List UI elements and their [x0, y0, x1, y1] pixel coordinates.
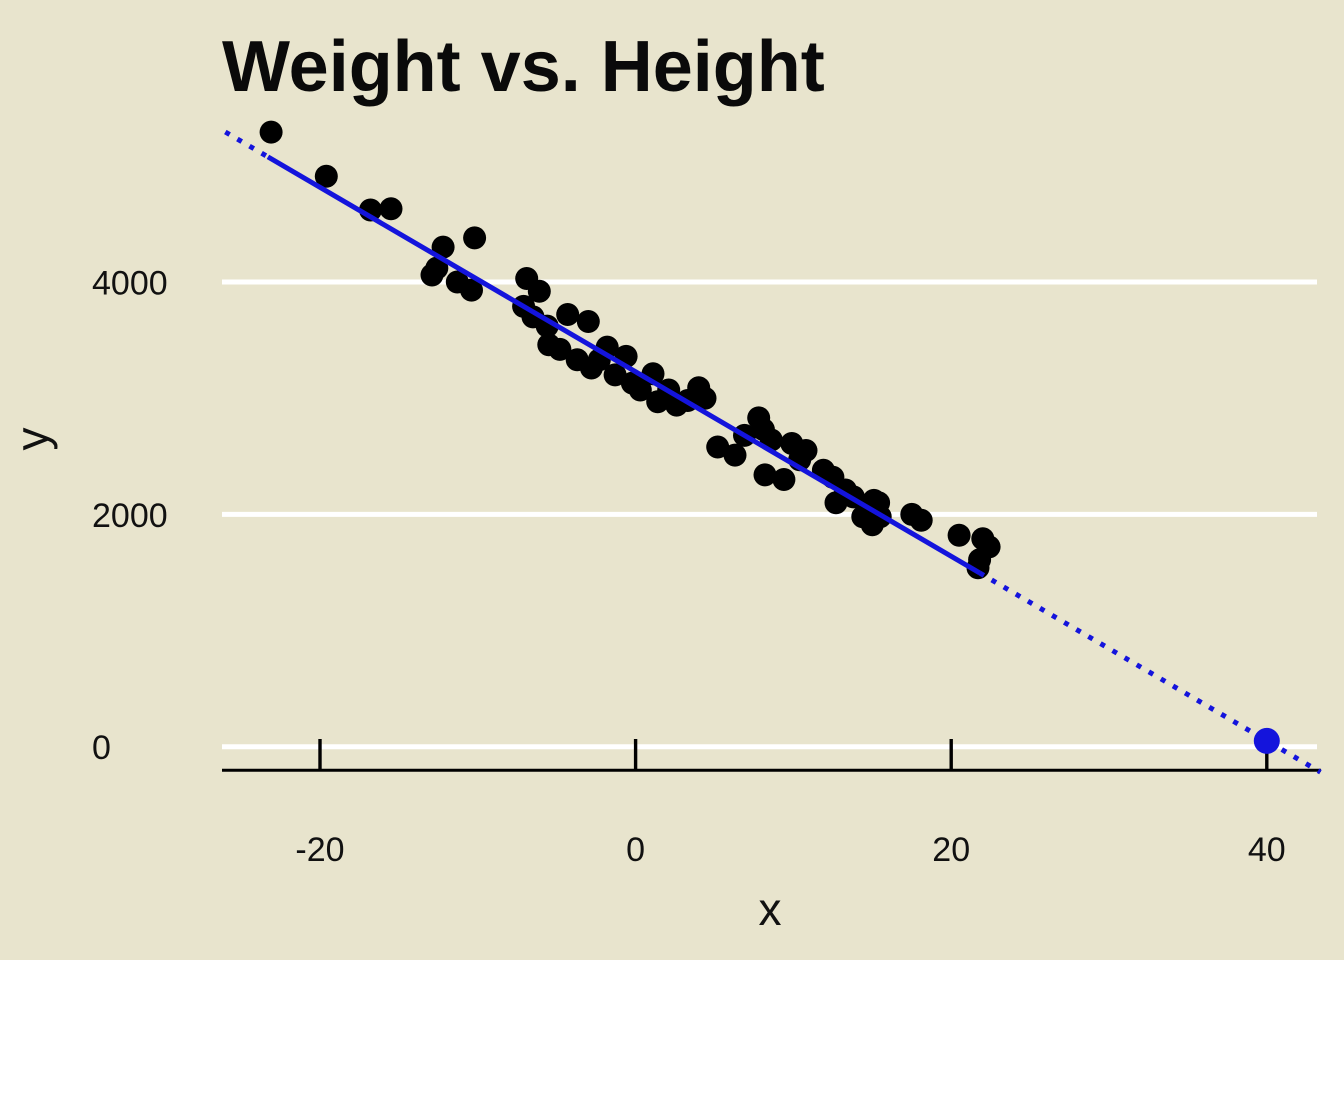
data-point — [463, 226, 487, 250]
y-tick-label: 4000 — [92, 265, 168, 303]
plot-canvas: -20 0 20 40 0 2000 4000 — [0, 0, 1344, 960]
data-point — [379, 197, 403, 221]
data-point — [947, 523, 971, 547]
data-point — [753, 463, 777, 487]
plot-background — [0, 0, 1344, 960]
data-point — [460, 278, 483, 302]
x-tick-label: -20 — [295, 831, 344, 869]
trend-line-solid — [266, 154, 981, 576]
y-axis-title-text: y — [6, 427, 58, 451]
data-point — [535, 314, 559, 338]
y-tick-label: 2000 — [92, 497, 168, 535]
x-axis-title-text: x — [758, 883, 782, 935]
data-point — [723, 443, 747, 467]
data-point — [794, 439, 818, 462]
data-point — [706, 435, 730, 459]
data-point — [693, 386, 717, 410]
y-axis-title: y — [5, 0, 59, 1111]
data-point — [259, 120, 283, 144]
x-tick-label: 40 — [1248, 831, 1286, 869]
y-tick-label: 0 — [92, 729, 111, 767]
data-point — [548, 337, 572, 361]
data-point — [314, 164, 338, 188]
data-point — [628, 378, 652, 402]
data-point — [772, 468, 796, 491]
data-point — [556, 303, 580, 326]
chart-title: Weight vs. Height — [222, 27, 825, 107]
data-point — [576, 310, 600, 333]
data-point — [977, 535, 1001, 559]
scatter-plot-figure: -20 0 20 40 0 2000 4000 Weight vs. Height x y — [0, 0, 1344, 960]
x-tick-label: 0 — [626, 831, 645, 869]
data-point — [603, 363, 627, 387]
highlight-prediction-point — [1253, 727, 1280, 754]
data-point — [527, 279, 551, 303]
data-point — [425, 256, 449, 280]
data-point — [431, 235, 455, 259]
x-axis-title: x — [0, 882, 1344, 936]
data-point — [909, 508, 933, 532]
x-tick-label: 20 — [932, 831, 970, 869]
trend-line-dotted-right — [978, 570, 1322, 775]
